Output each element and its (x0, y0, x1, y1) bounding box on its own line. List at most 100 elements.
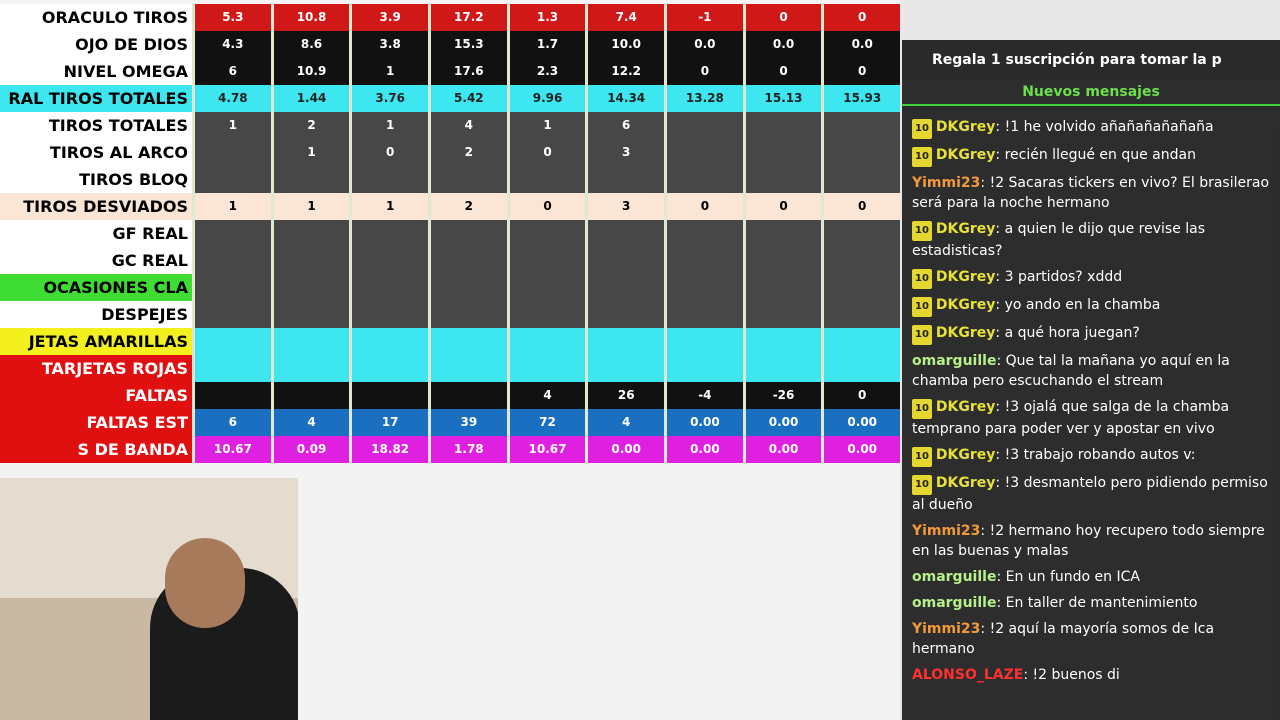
cell (192, 301, 271, 328)
cell (821, 355, 900, 382)
sub-badge: 10 (912, 221, 932, 241)
chat-message: 10 DKGrey: !3 desmantelo pero pidiendo pe… (902, 470, 1280, 518)
cell (585, 301, 665, 328)
cell: -4 (664, 382, 743, 409)
sheet-row: S DE BANDA 10.67 0.09 18.82 1.78 10.67 0.00 0.0… (0, 436, 900, 463)
username: DKGrey (935, 269, 996, 285)
chat-message: 10 DKGrey: a qué hora juegan? (902, 320, 1280, 348)
cell (742, 328, 822, 355)
chat-message: 10 DKGrey: 3 partidos? xddd (902, 264, 1280, 292)
sub-badge: 10 (912, 119, 932, 139)
cell: 6 (585, 112, 665, 139)
row-label: TIROS BLOQ (0, 166, 192, 193)
cell (428, 274, 507, 301)
username: DKGrey (935, 119, 996, 135)
cell (349, 274, 429, 301)
separator: : (995, 325, 1005, 341)
row-label: DESPEJES (0, 301, 192, 328)
cell (742, 220, 822, 247)
cell: 4 (585, 409, 665, 436)
sub-badge: 10 (912, 297, 932, 317)
separator: : (996, 569, 1006, 585)
chat-message: 10 DKGrey: yo ando en la chamba (902, 292, 1280, 320)
gift-banner: Regala 1 suscripción para tomar la p (902, 40, 1280, 80)
message-text: !2 buenos di (1032, 667, 1120, 683)
cell: 1 (349, 58, 429, 85)
cell: 1.78 (428, 436, 507, 463)
sub-badge: 10 (912, 147, 932, 167)
cell: 10.8 (270, 4, 350, 31)
cell (585, 220, 665, 247)
cell (506, 301, 586, 328)
separator: : (995, 447, 1005, 463)
sheet-row: TIROS TOTALES 1 2 1 4 1 6 (0, 112, 900, 139)
cell: 0.00 (664, 436, 743, 463)
cell: 1 (270, 139, 350, 166)
row-label: TIROS AL ARCO (0, 139, 192, 166)
cell: 5.42 (428, 85, 507, 112)
cell: 9.96 (506, 85, 586, 112)
face (165, 538, 245, 628)
cell (192, 328, 271, 355)
username: omarguille (912, 353, 997, 369)
cell: 4 (428, 112, 507, 139)
cell: 3.76 (349, 85, 429, 112)
sheet-row: JETAS AMARILLAS (0, 328, 900, 355)
cell (428, 301, 507, 328)
cell: 1 (192, 193, 271, 220)
cell (270, 301, 350, 328)
separator: : (980, 621, 990, 637)
cell: 0 (506, 193, 586, 220)
cell (664, 247, 743, 274)
cell: 0 (821, 58, 900, 85)
cell: 13.28 (664, 85, 743, 112)
cell: 3.8 (349, 31, 429, 58)
chat-message: omarguille: En taller de mantenimiento (902, 590, 1280, 616)
row-label: GC REAL (0, 247, 192, 274)
sheet-row: OCASIONES CLA (0, 274, 900, 301)
cell: 1 (270, 193, 350, 220)
separator: : (995, 221, 1005, 237)
separator: : (995, 399, 1005, 415)
cell: 3.9 (349, 4, 429, 31)
cell (192, 274, 271, 301)
sheet-row: TIROS AL ARCO 1 0 2 0 3 (0, 139, 900, 166)
cell: -26 (742, 382, 822, 409)
sheet-row: ORACULO TIROS 5.3 10.8 3.9 17.2 1.3 7.4 -1 0 0 (0, 4, 900, 31)
cell: 7.4 (585, 4, 665, 31)
chat-message: Yimmi23: !2 hermano hoy recupero todo si… (902, 518, 1280, 564)
cell (664, 220, 743, 247)
row-label: TIROS TOTALES (0, 112, 192, 139)
row-label: TIROS DESVIADOS (0, 193, 192, 220)
username: Yimmi23 (912, 523, 981, 539)
cell (821, 274, 900, 301)
cell: 1.44 (270, 85, 350, 112)
cell: 0 (821, 193, 900, 220)
username: DKGrey (935, 221, 996, 237)
cell (270, 166, 350, 193)
row-label: S DE BANDA (0, 436, 192, 463)
cell: 3 (585, 193, 665, 220)
cell (192, 382, 271, 409)
message-text: Que tal la mañana yo aquí en la chamba p… (912, 353, 1230, 389)
cell: 0 (742, 58, 822, 85)
cell (821, 112, 900, 139)
cell (664, 112, 743, 139)
sheet-row: NIVEL OMEGA 6 10.9 1 17.6 2.3 12.2 0 0 0 (0, 58, 900, 85)
message-text: !2 aquí la mayoría somos de Ica hermano (912, 621, 1215, 657)
cell: 10.9 (270, 58, 350, 85)
chat-message: 10 DKGrey: !3 trabajo robando autos v: (902, 442, 1280, 470)
cell (506, 274, 586, 301)
row-label: TARJETAS ROJAS (0, 355, 192, 382)
cell: 1 (506, 112, 586, 139)
sheet-row: TIROS DESVIADOS 1 1 1 2 0 3 0 0 0 (0, 193, 900, 220)
row-label: ORACULO TIROS (0, 4, 192, 31)
sheet-row: FALTAS EST 6 4 17 39 72 4 0.00 0.00 0.00 (0, 409, 900, 436)
cell: 4.3 (192, 31, 271, 58)
cell (821, 328, 900, 355)
spreadsheet: ORACULO TIROS 5.3 10.8 3.9 17.2 1.3 7.4 -1 0 0 OJO… (0, 0, 900, 720)
cell (821, 220, 900, 247)
cell: 3 (585, 139, 665, 166)
row-label: FALTAS EST (0, 409, 192, 436)
